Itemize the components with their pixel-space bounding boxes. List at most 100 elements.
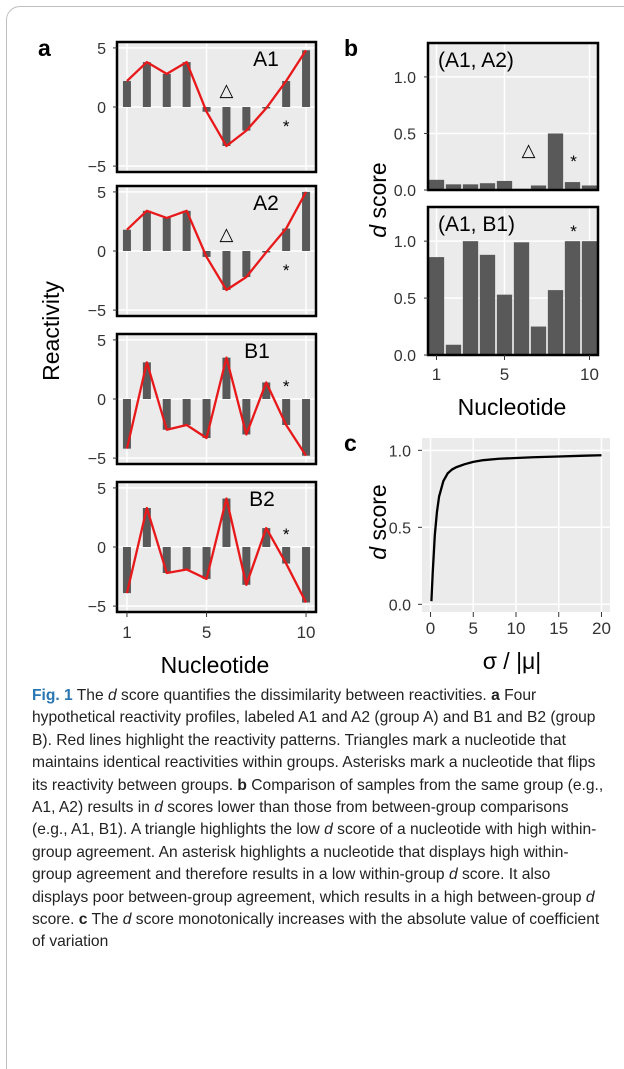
panel-a-bar (222, 107, 231, 146)
panel-b-bar (496, 294, 513, 355)
panel-c-ytick-label: 0.5 (389, 520, 411, 537)
panel-a-ytick-label: 0 (97, 540, 106, 557)
panel-a-bar (182, 62, 191, 107)
panel-b-bar (445, 344, 462, 355)
panel-a-series-label: B1 (244, 340, 270, 363)
panel-b-bar (564, 182, 581, 190)
panel-a-line (125, 356, 308, 457)
caption-b-text-1: Comparison of samples from the same grou… (32, 776, 604, 817)
panel-a-xlabel: Nucleotide (161, 652, 270, 678)
panel-a-bar (162, 547, 171, 573)
panel-c-xtick-label: 20 (592, 619, 611, 638)
panel-b-bar (462, 241, 479, 355)
caption-a-text: Four hypothetical reactivity profiles, l… (32, 687, 596, 794)
panel-c-xlabel: σ / |μ| (483, 648, 542, 674)
panel-b-ytick-label: 0.0 (394, 348, 416, 365)
panel-letter-c: c (344, 430, 357, 456)
caption-c-d: d (122, 911, 132, 929)
panel-a-asterisk-marker: * (283, 525, 290, 544)
panel-c-xtick-label: 5 (469, 619, 478, 638)
panel-b-xlabel: Nucleotide (458, 394, 567, 420)
caption-fig-label: Fig. 1 (32, 687, 73, 704)
panel-a-bar (242, 547, 251, 585)
panel-b-triangle-marker: △ (522, 140, 536, 160)
panel-a-bar (182, 399, 191, 425)
chart-panels: A1△*50−5A2△*50−5B1*50−5B2*50−51 5 10(A1, A… (88, 40, 611, 642)
panel-a-line (125, 497, 308, 604)
panel-b-bar (530, 326, 547, 355)
panel-a-xtick-label: 5 (202, 623, 211, 642)
panel-c-xtick-label: 15 (549, 619, 568, 638)
panel-c-xtick-label: 0 (426, 619, 435, 638)
panel-b-asterisk-marker: * (570, 152, 577, 171)
figure-1: a b c Reactivity Nucleotide Nucleotide d… (38, 35, 611, 678)
panel-b-ytick-label: 0.5 (394, 126, 416, 143)
panel-b-ylabel-d: d (365, 224, 391, 238)
panel-a-bar (162, 399, 171, 430)
panel-b-ytick-label: 0.0 (394, 183, 416, 200)
panel-a-ytick-label: −5 (88, 599, 106, 616)
panel-a-bar (122, 81, 131, 107)
panel-a-bar (142, 62, 151, 107)
panel-a-bar (162, 217, 171, 251)
panel-a-series-label: A2 (253, 192, 279, 215)
panel-b-ytick-label: 0.5 (394, 291, 416, 308)
panel-a-bar (262, 528, 271, 547)
panel-a-bar (142, 210, 151, 251)
panel-letter-a: a (38, 35, 51, 61)
panel-a-bar (202, 399, 211, 438)
panel-a-ytick-label: −5 (88, 303, 106, 320)
caption-intro-2: score quantifies the dissimilarity betwe… (116, 687, 492, 704)
panel-a-ytick-label: 5 (97, 41, 106, 58)
panel-b-series-label: (A1, A2) (438, 49, 514, 72)
panel-a-ytick-label: −5 (88, 159, 106, 176)
panel-letter-b: b (344, 35, 358, 61)
panel-b-bar (479, 183, 496, 190)
panel-a-bar (122, 399, 131, 449)
panel-c-ytick-label: 1.0 (389, 443, 411, 460)
panel-a-line (126, 191, 308, 292)
caption-intro-d: d (108, 687, 117, 704)
panel-a-ytick-label: 5 (97, 185, 106, 202)
panel-a-asterisk-marker: * (283, 377, 290, 396)
panel-a-bar (282, 81, 291, 107)
panel-b-bar (462, 184, 479, 190)
panel-b-bar (530, 185, 547, 190)
caption-b-d2: d (324, 821, 333, 839)
panel-a-ytick-label: 0 (97, 244, 106, 261)
caption-c-text-2: score monotonically increases with the a… (32, 911, 600, 951)
panel-b-ylabel-rest: score (365, 162, 391, 225)
caption-letter-b: b (237, 776, 247, 794)
panel-a-xtick-label: 1 (122, 623, 131, 642)
panel-c-ytick-label: 0.0 (389, 597, 411, 614)
panel-b-ylabel: d score (365, 162, 391, 237)
caption-letter-c: c (78, 911, 88, 929)
panel-a-bar (142, 362, 151, 399)
panel-a-bar (202, 251, 211, 257)
panel-a-ytick-label: 5 (97, 481, 106, 498)
caption-b-text-2: scores lower than those from between-gro… (32, 799, 569, 839)
panel-a-bar (122, 229, 131, 251)
panel-a-bar (162, 73, 171, 107)
panel-b-xtick-label: 1 (432, 365, 441, 384)
panel-a-bar (302, 50, 311, 107)
panel-b-xtick-label: 10 (580, 365, 599, 384)
panel-a-series-label: A1 (253, 48, 279, 71)
caption-b-text-4: score. It also displays poor between-gro… (32, 866, 586, 906)
panel-a-line (126, 49, 308, 148)
panel-a-xtick-label: 10 (297, 623, 316, 642)
panel-b-bar (428, 257, 445, 355)
panel-c-ylabel-rest: score (365, 484, 391, 547)
panel-a-bar (222, 251, 231, 290)
panel-a-bar (142, 508, 151, 547)
caption-letter-a: a (491, 687, 500, 704)
panel-b-bar (581, 241, 598, 355)
panel-a-ytick-label: 5 (97, 333, 106, 350)
panel-a-bar (302, 399, 311, 456)
panel-a-bar (302, 547, 311, 603)
panel-b-border (426, 205, 600, 357)
figure-caption: Fig. 1 The d score quantifies the dissim… (32, 685, 604, 954)
panel-a-bar (282, 228, 291, 251)
panel-a-ylabel: Reactivity (38, 281, 64, 381)
